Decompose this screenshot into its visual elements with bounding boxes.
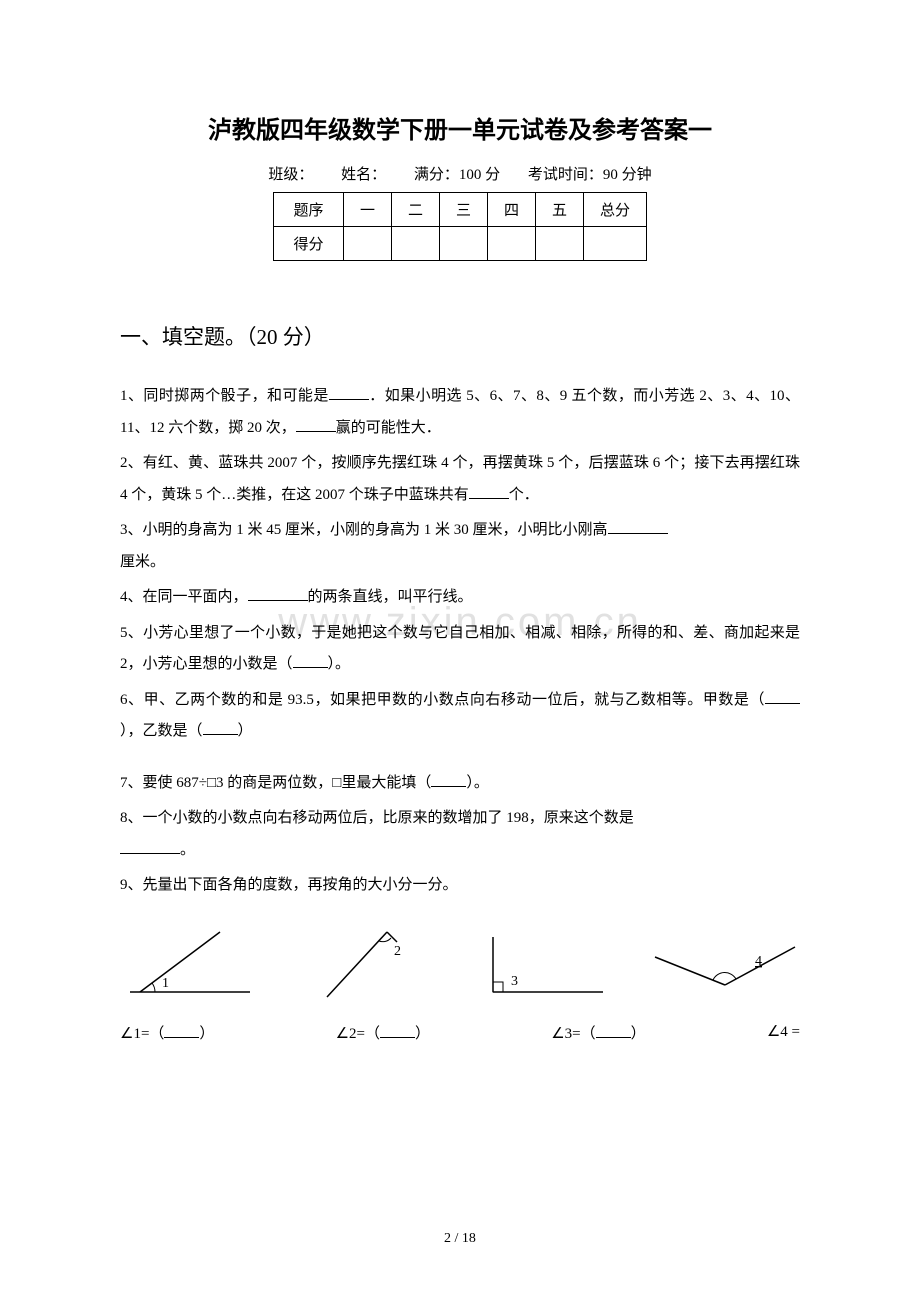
table-cell: 总分 <box>584 193 647 227</box>
blank <box>469 484 509 499</box>
table-cell: 题序 <box>273 193 343 227</box>
question-8: 8、一个小数的小数点向右移动两位后，比原来的数增加了 198，原来这个数是。 <box>120 803 800 866</box>
q-text: 。 <box>180 842 195 858</box>
table-cell <box>391 227 439 261</box>
section-title: 一、填空题。（20 分） <box>120 321 800 351</box>
q-text: 4、在同一平面内， <box>120 589 248 605</box>
table-row: 题序 一 二 三 四 五 总分 <box>273 193 646 227</box>
angle-2-figure: 2 <box>297 927 447 1002</box>
score-table: 题序 一 二 三 四 五 总分 得分 <box>273 192 647 261</box>
angles-figures: 1 2 3 4 <box>120 922 800 1002</box>
angle-2-answer: ∠2=（ ） <box>336 1022 430 1043</box>
angle-3-answer: ∠3=（ ） <box>551 1022 645 1043</box>
question-2: 2、有红、黄、蓝珠共 2007 个，按顺序先摆红珠 4 个，再摆黄珠 5 个，后… <box>120 448 800 511</box>
q-text: 2、有红、黄、蓝珠共 2007 个，按顺序先摆红珠 4 个，再摆黄珠 5 个，后… <box>120 455 800 503</box>
blank <box>329 385 369 400</box>
q-text: 1、同时掷两个骰子，和可能是 <box>120 388 329 404</box>
blank <box>765 689 800 704</box>
table-cell <box>536 227 584 261</box>
table-cell <box>439 227 487 261</box>
blank <box>248 586 308 601</box>
q-text: 厘米。 <box>120 554 165 570</box>
question-7: 7、要使 687÷□3 的商是两位数，□里最大能填（ ）。 <box>120 768 800 800</box>
page-number: 2 / 18 <box>0 1231 920 1247</box>
question-3: 3、小明的身高为 1 米 45 厘米，小刚的身高为 1 米 30 厘米，小明比小… <box>120 515 800 578</box>
q-text: ），乙数是（ <box>120 723 203 739</box>
q-text: 个． <box>509 487 539 503</box>
q-text: 3、小明的身高为 1 米 45 厘米，小刚的身高为 1 米 30 厘米，小明比小… <box>120 522 608 538</box>
angle-answer-line: ∠1=（ ） ∠2=（ ） ∠3=（ ） ∠4 = <box>120 1022 800 1043</box>
angle-1-answer: ∠1=（ ） <box>120 1022 214 1043</box>
angle-4-answer: ∠4 = <box>767 1022 800 1043</box>
q-text: ）。 <box>466 775 489 791</box>
score-label: 满分：100 分 <box>414 167 500 183</box>
angle-label: 4 <box>755 954 762 969</box>
q-text: 6、甲、乙两个数的和是 93.5，如果把甲数的小数点向右移动一位后，就与乙数相等… <box>120 692 765 708</box>
q-text: ） <box>415 1026 430 1042</box>
q-text: ） <box>199 1026 214 1042</box>
q-text: 8、一个小数的小数点向右移动两位后，比原来的数增加了 198，原来这个数是 <box>120 810 634 826</box>
blank <box>203 720 238 735</box>
blank <box>380 1023 415 1038</box>
question-6: 6、甲、乙两个数的和是 93.5，如果把甲数的小数点向右移动一位后，就与乙数相等… <box>120 685 800 748</box>
blank <box>293 653 328 668</box>
table-row: 得分 <box>273 227 646 261</box>
exam-info: 班级： 姓名： 满分：100 分 考试时间：90 分钟 <box>120 163 800 184</box>
q-text: ∠4 = <box>767 1024 800 1040</box>
table-cell: 四 <box>488 193 536 227</box>
question-4: 4、在同一平面内， 的两条直线，叫平行线。 <box>120 582 800 614</box>
table-cell <box>488 227 536 261</box>
time-label: 考试时间：90 分钟 <box>528 167 652 183</box>
q-text: ∠1=（ <box>120 1026 164 1042</box>
q-text: 9、先量出下面各角的度数，再按角的大小分一分。 <box>120 877 458 893</box>
blank <box>296 417 336 432</box>
angle-1-figure: 1 <box>120 927 270 1002</box>
q-text: ∠2=（ <box>336 1026 380 1042</box>
q-text: 的两条直线，叫平行线。 <box>308 589 473 605</box>
q-text: 5、小芳心里想了一个小数，于是她把这个数与它自己相加、相减、相除，所得的和、差、… <box>120 625 800 673</box>
question-5: 5、小芳心里想了一个小数，于是她把这个数与它自己相加、相减、相除，所得的和、差、… <box>120 618 800 681</box>
q-text: 7、要使 687÷□3 的商是两位数，□里最大能填（ <box>120 775 431 791</box>
angle-label: 2 <box>394 944 401 959</box>
q-text: ） <box>631 1026 646 1042</box>
question-1: 1、同时掷两个骰子，和可能是．如果小明选 5、6、7、8、9 五个数，而小芳选 … <box>120 381 800 444</box>
q-text: ） <box>238 723 253 739</box>
table-cell: 三 <box>439 193 487 227</box>
q-text: 赢的可能性大． <box>336 420 441 436</box>
blank <box>596 1023 631 1038</box>
table-cell: 二 <box>391 193 439 227</box>
angle-label: 1 <box>162 976 169 991</box>
table-cell <box>343 227 391 261</box>
angle-4-figure: 4 <box>650 927 800 1002</box>
question-9: 9、先量出下面各角的度数，再按角的大小分一分。 <box>120 870 800 902</box>
q-text: ）。 <box>328 656 351 672</box>
angle-label: 3 <box>511 974 518 989</box>
table-cell: 一 <box>343 193 391 227</box>
blank <box>120 839 180 854</box>
class-label: 班级： <box>268 167 313 183</box>
blank <box>608 519 668 534</box>
blank <box>431 772 466 787</box>
table-cell <box>584 227 647 261</box>
table-cell: 得分 <box>273 227 343 261</box>
blank <box>164 1023 199 1038</box>
page-title: 泸教版四年级数学下册一单元试卷及参考答案一 <box>120 110 800 145</box>
name-label: 姓名： <box>341 167 386 183</box>
angle-3-figure: 3 <box>473 927 623 1002</box>
q-text: ∠3=（ <box>551 1026 595 1042</box>
table-cell: 五 <box>536 193 584 227</box>
